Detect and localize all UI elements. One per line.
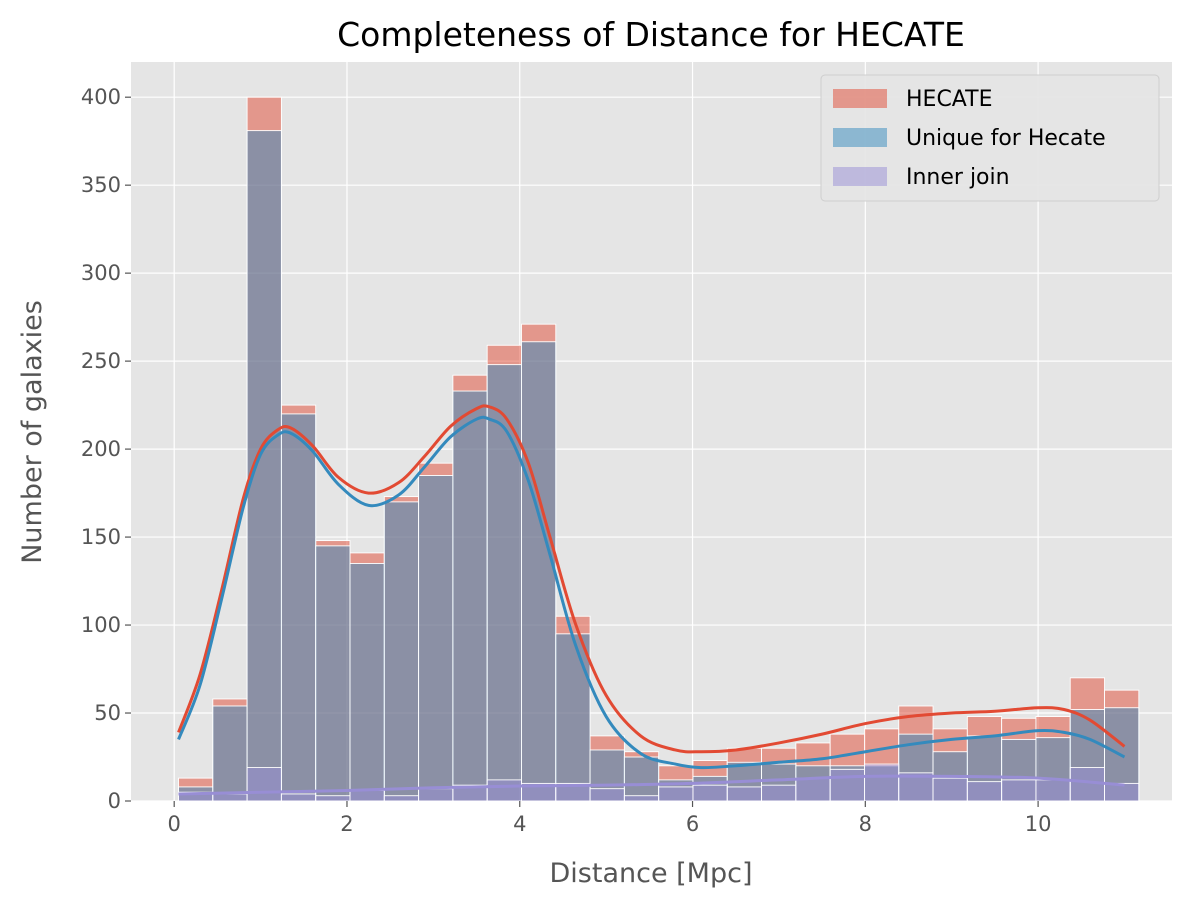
- unique-for-hecate-bar: [555, 633, 591, 802]
- y-tick-label: 100: [81, 613, 121, 637]
- unique-for-hecate-bar: [212, 705, 248, 802]
- unique-for-hecate-bar: [418, 475, 454, 802]
- inner-join-bar: [315, 795, 351, 802]
- legend-label-unique: Unique for Hecate: [906, 126, 1106, 151]
- unique-for-hecate-kde-line: [177, 415, 1126, 770]
- inner-join-bar: [383, 795, 420, 802]
- legend-frame: [820, 74, 1160, 202]
- inner-join-bar: [589, 788, 625, 802]
- inner-join-bar: [349, 789, 385, 802]
- legend-swatch-hecate: [833, 89, 887, 108]
- inner-join-bar: [486, 779, 522, 802]
- legend-label-inner-join: Inner join: [906, 165, 1010, 190]
- kde-curves: [177, 404, 1126, 796]
- x-tick-label: 4: [513, 812, 526, 836]
- chart-title: Completeness of Distance for HECATE: [337, 15, 965, 54]
- inner-join-bar: [932, 777, 968, 802]
- inner-join-bar: [280, 793, 317, 802]
- legend-swatch-inner-join: [833, 167, 887, 186]
- x-tick-label: 2: [340, 812, 353, 836]
- inner-join-bar: [761, 784, 797, 802]
- x-tick-label: 6: [686, 812, 699, 836]
- inner-join-bar: [829, 768, 865, 802]
- unique-for-hecate-bar: [383, 501, 420, 802]
- inner-join-bar: [692, 784, 728, 802]
- inner-join-bar: [418, 788, 454, 802]
- inner-join-bar: [966, 781, 1003, 802]
- unique-for-hecate-bar: [349, 563, 385, 802]
- y-tick-label: 50: [94, 701, 121, 725]
- legend-swatch-unique: [833, 128, 887, 147]
- unique-for-hecate-bar: [452, 390, 488, 802]
- inner-join-bar: [1001, 779, 1037, 802]
- y-tick-label: 300: [81, 261, 121, 285]
- hecate-kde-line: [177, 404, 1126, 754]
- inner-join-bar: [212, 793, 248, 802]
- inner-join-bar: [246, 767, 282, 802]
- inner-join-bar: [726, 786, 763, 802]
- y-tick-label: 400: [81, 85, 121, 109]
- inner-join-bar: [795, 777, 831, 802]
- unique-for-hecate-bar: [521, 341, 557, 802]
- y-tick-label: 0: [108, 789, 121, 813]
- inner-join-kde-line: [178, 774, 1125, 796]
- inner-join-bar: [623, 795, 660, 802]
- inner-join-bar: [1104, 782, 1140, 802]
- legend: HECATE Unique for Hecate Inner join: [820, 74, 1160, 202]
- unique-for-hecate-bar: [623, 756, 660, 802]
- x-tick-label: 0: [168, 812, 181, 836]
- inner-join-bar: [1035, 779, 1071, 802]
- y-tick-label: 150: [81, 525, 121, 549]
- x-tick-label: 10: [1025, 812, 1052, 836]
- unique-for-hecate-bar: [280, 413, 317, 802]
- inner-join-bar: [658, 786, 694, 802]
- y-tick-label: 350: [81, 173, 121, 197]
- x-axis-label: Distance [Mpc]: [550, 858, 753, 889]
- y-tick-label: 200: [81, 437, 121, 461]
- inner-join-bars: [178, 763, 1140, 802]
- y-tick-label: 250: [81, 349, 121, 373]
- y-axis-label: Number of galaxies: [17, 300, 48, 564]
- x-tick-label: 8: [859, 812, 872, 836]
- unique-for-hecate-bar: [315, 545, 351, 802]
- legend-label-hecate: HECATE: [906, 87, 993, 112]
- inner-join-bar: [864, 763, 900, 802]
